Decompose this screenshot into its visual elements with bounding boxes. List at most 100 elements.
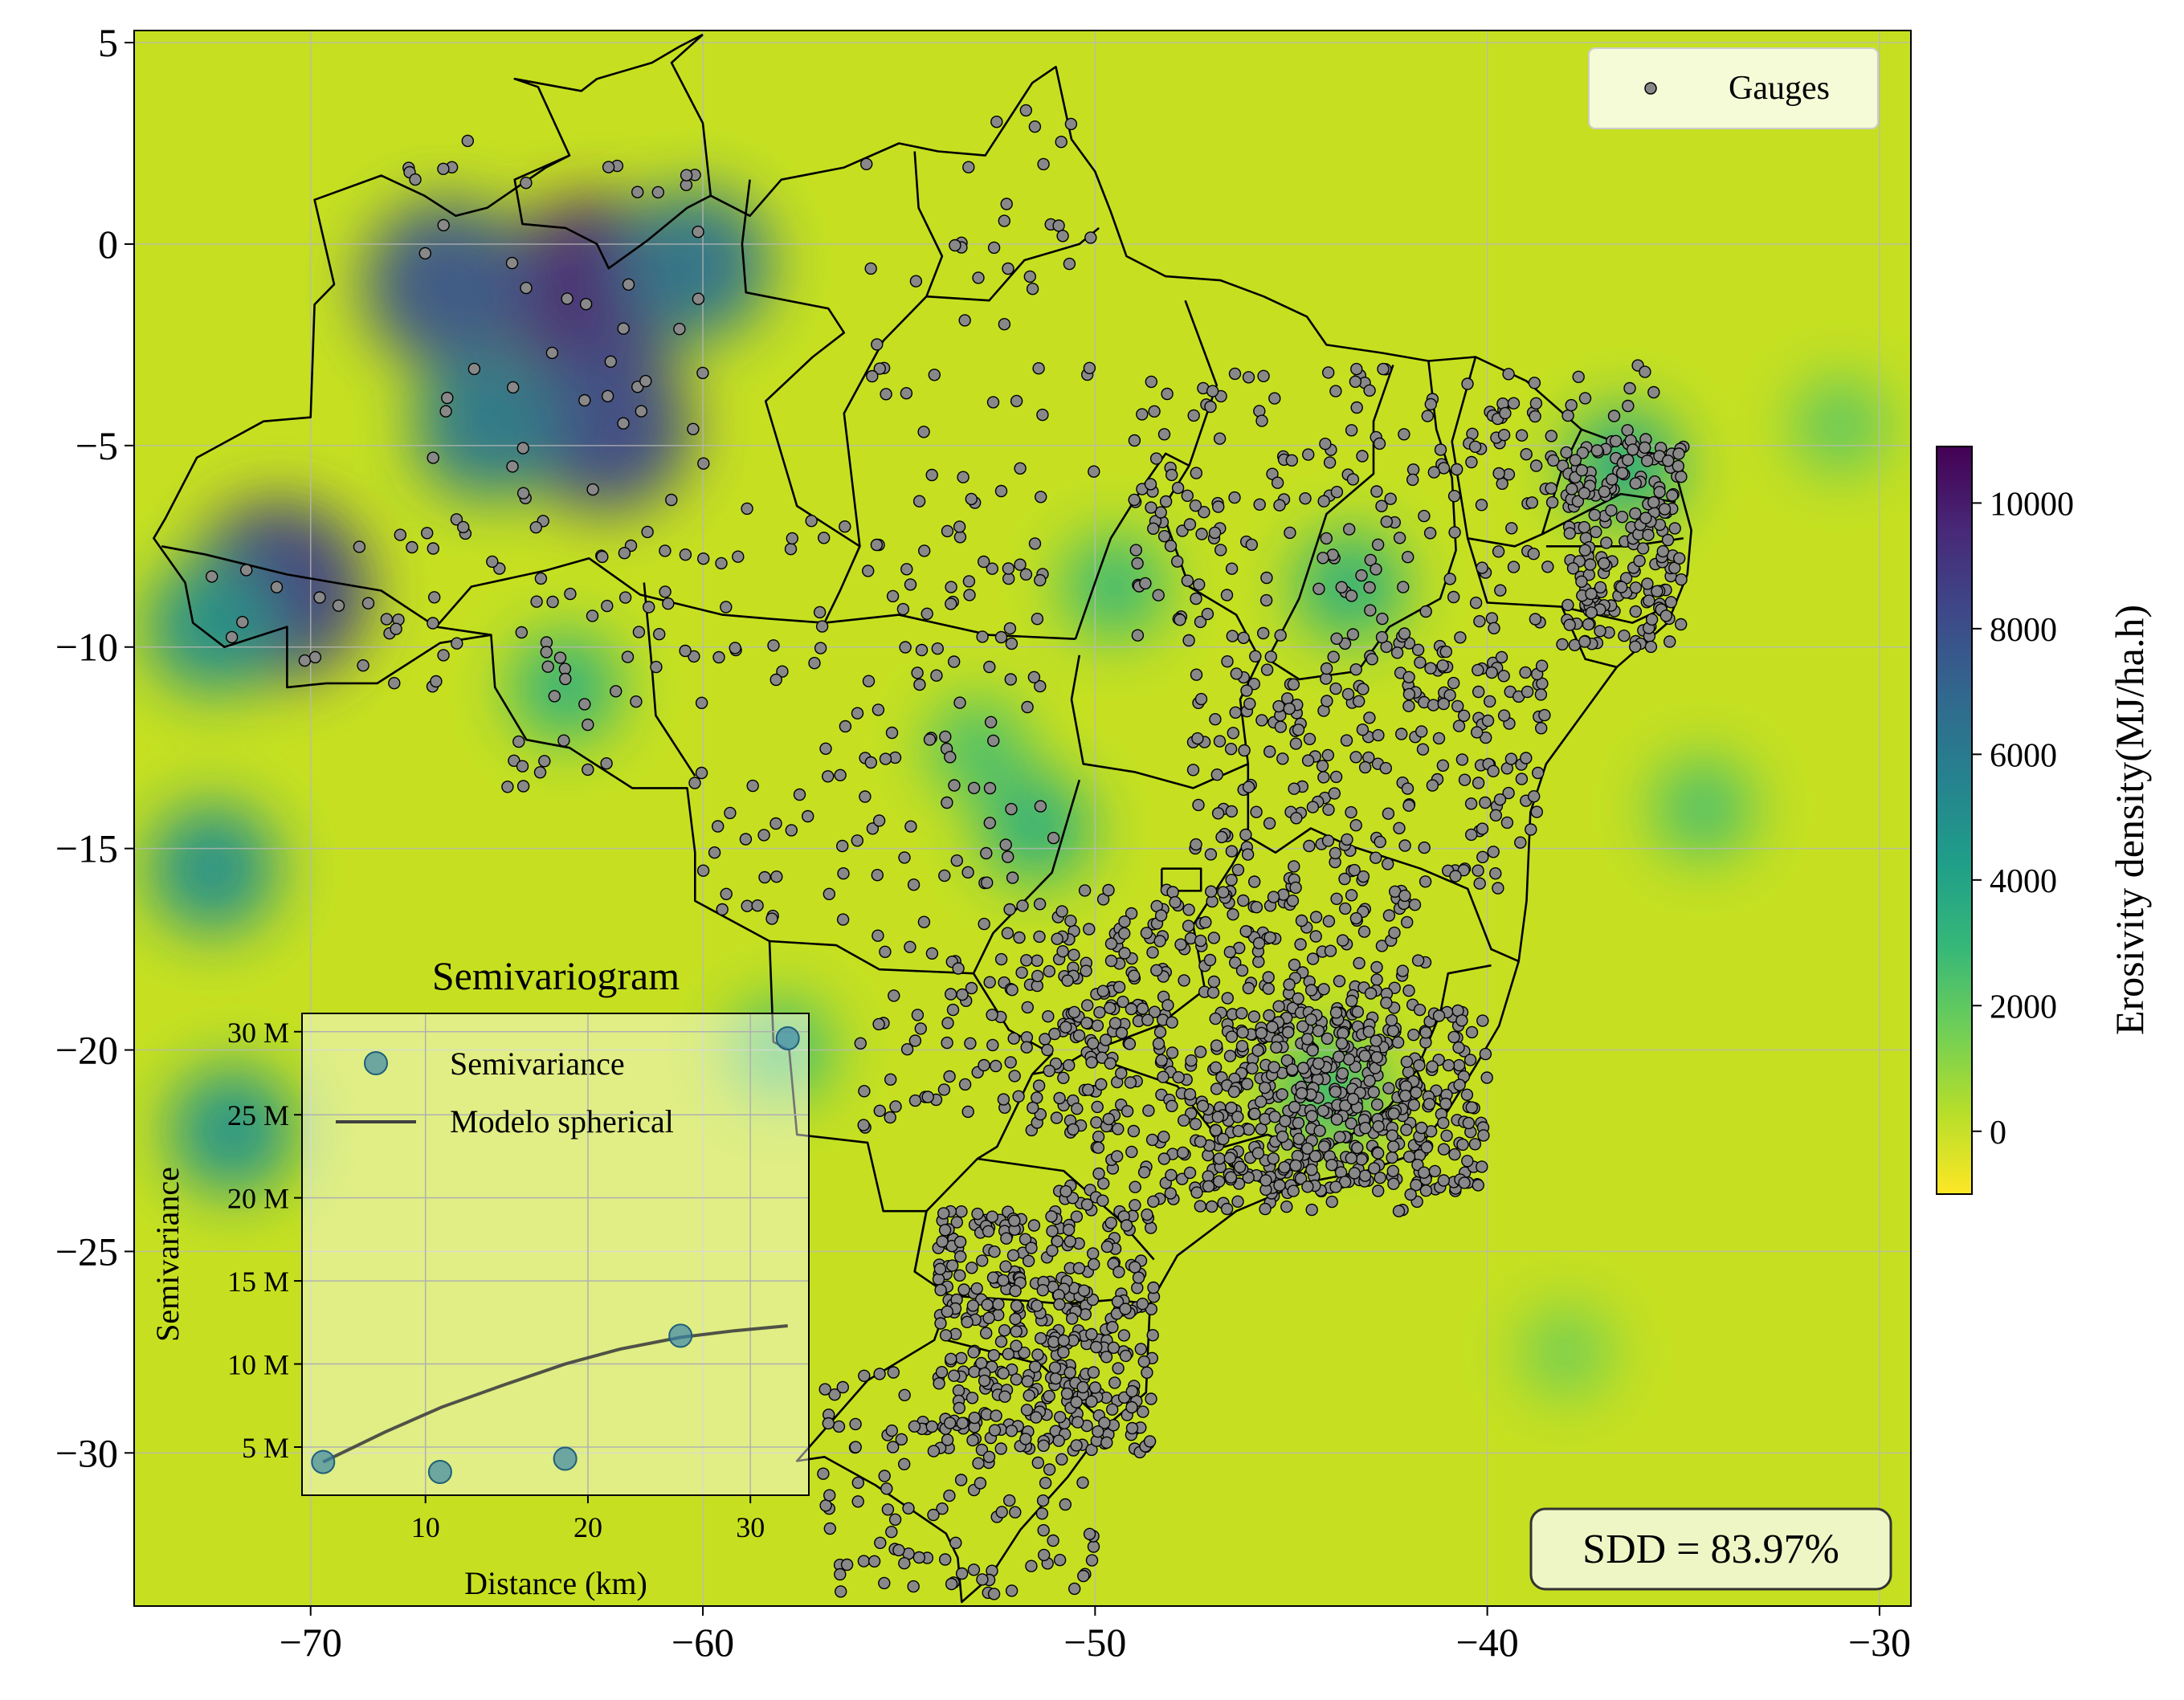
gauge-point: [1121, 1105, 1134, 1118]
gauge-point: [1393, 532, 1406, 544]
sdd-annotation: SDD = 83.97%: [1582, 1527, 1839, 1572]
gauge-point: [976, 1573, 989, 1586]
inset-axes-frame: [301, 1013, 810, 1496]
gauge-point: [1629, 477, 1643, 490]
gauge-point: [1085, 1554, 1099, 1567]
gauge-point: [1375, 630, 1389, 644]
gauge-point: [1132, 1271, 1145, 1284]
gauge-point: [361, 597, 375, 609]
gauge-point: [828, 1388, 841, 1401]
gauge-point: [540, 646, 553, 658]
gauge-point: [974, 1477, 987, 1490]
gauge-point: [1299, 492, 1312, 505]
gauge-point: [1027, 1219, 1041, 1232]
gauge-point: [1266, 1021, 1279, 1033]
gauge-point: [1346, 628, 1360, 641]
gauge-point: [712, 650, 725, 664]
gauge-point: [1273, 1179, 1286, 1192]
gauge-point: [1077, 1569, 1090, 1583]
gauge-point: [1276, 1130, 1289, 1144]
gauge-point: [1321, 695, 1333, 707]
gauge-point: [908, 1420, 921, 1433]
gauge-point: [1357, 683, 1370, 695]
gauge-point: [1178, 974, 1190, 987]
gauge-point: [1183, 1166, 1197, 1180]
gauge-point: [1194, 692, 1208, 706]
gauge-point: [851, 1495, 864, 1508]
gauge-point: [961, 1315, 974, 1329]
gauge-point: [1159, 495, 1173, 508]
gauge-point: [1452, 1058, 1466, 1072]
gauge-point: [1127, 969, 1141, 982]
gauge-point: [1042, 1009, 1055, 1023]
gauge-point: [1136, 1297, 1149, 1311]
gauge-point: [1195, 528, 1208, 540]
state-border: [1184, 300, 1218, 467]
gauge-point: [822, 1417, 835, 1430]
gauge-point: [1204, 848, 1218, 861]
gauge-point: [1087, 1540, 1100, 1553]
gauge-point: [1322, 915, 1336, 927]
gauge-point: [1196, 1099, 1210, 1113]
gauge-point: [857, 1119, 870, 1131]
gauge-point: [1434, 443, 1447, 456]
gauge-point: [1413, 1058, 1426, 1072]
x-tick-label: −30: [1848, 1620, 1911, 1665]
gauge-point: [994, 1442, 1007, 1455]
gauge-point: [1170, 555, 1184, 568]
gauge-point: [1321, 748, 1335, 762]
gauge-point: [976, 630, 989, 643]
gauge-point: [516, 780, 530, 793]
gauge-point: [421, 527, 434, 540]
gauge-point: [1375, 940, 1389, 952]
gauge-point: [1594, 625, 1606, 638]
colorbar-bar: [1936, 446, 1973, 1195]
y-tick-label: −30: [55, 1430, 118, 1475]
gauge-point: [1145, 375, 1158, 389]
gauge-point: [964, 1037, 977, 1050]
gauge-point: [1096, 1194, 1109, 1207]
gauge-point: [1243, 697, 1256, 711]
gauge-point: [994, 630, 1008, 644]
gauge-point: [1020, 1041, 1033, 1054]
gauge-point: [907, 1580, 920, 1593]
gauge-point: [1497, 429, 1511, 442]
gauge-point: [1181, 574, 1194, 587]
gauge-point: [1569, 454, 1582, 467]
gauge-point: [604, 355, 617, 368]
gauge-point: [1183, 1087, 1197, 1101]
gauge-point: [1182, 903, 1195, 916]
gauge-point: [1335, 1037, 1349, 1050]
gauge-point: [1021, 1001, 1035, 1014]
gauge-point: [641, 525, 654, 539]
gauge-point: [962, 575, 976, 588]
gauge-point: [834, 1568, 847, 1581]
gauge-point: [1452, 1041, 1465, 1054]
gauge-point: [1016, 899, 1029, 912]
gauge-point: [1031, 613, 1044, 626]
gauge-point: [941, 1036, 953, 1050]
gauge-point: [631, 185, 644, 198]
gauge-point: [1255, 1026, 1268, 1040]
gauge-point: [1317, 983, 1330, 996]
gauge-point: [1464, 797, 1478, 810]
gauge-point: [1565, 398, 1578, 412]
gauge-point: [1092, 1425, 1104, 1438]
gauge-point: [1338, 902, 1352, 915]
gauge-point: [917, 426, 930, 438]
gauge-point: [1402, 699, 1415, 712]
gauge-point: [1607, 410, 1621, 422]
gauge-point: [983, 660, 996, 674]
gauge-point: [1147, 522, 1160, 535]
gauge-point: [770, 817, 782, 830]
gauge-point: [1027, 1101, 1039, 1115]
gauge-point: [1366, 653, 1378, 666]
gauge-point: [1497, 670, 1510, 683]
gauge-point: [937, 1207, 950, 1220]
gauge-point: [904, 820, 917, 833]
gauge-point: [1072, 1262, 1086, 1275]
sdd-annotation-box: SDD = 83.97%: [1529, 1507, 1892, 1591]
gauge-point: [873, 362, 887, 375]
gauge-point: [1332, 1050, 1345, 1063]
gauge-point: [1172, 1070, 1185, 1084]
